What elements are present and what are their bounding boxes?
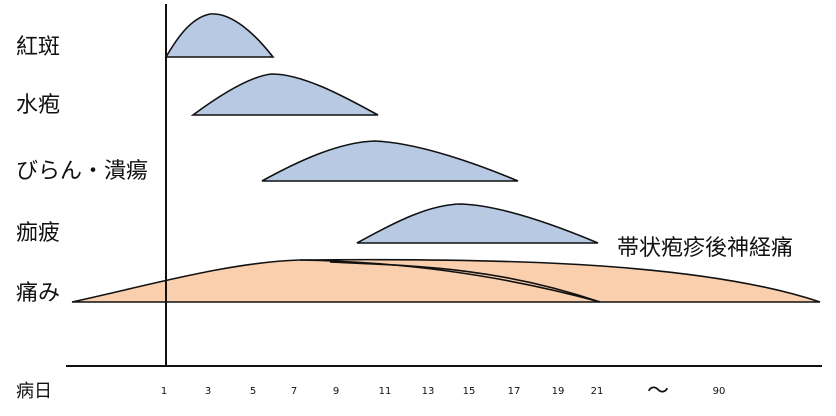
tick-label: 21 xyxy=(591,386,604,397)
erosion-hump xyxy=(261,140,519,182)
vesicle-hump xyxy=(190,73,379,116)
tick-label: 1 xyxy=(161,386,167,397)
axis-break-symbol: ～ xyxy=(647,379,669,404)
label-erythema: 紅斑 xyxy=(16,35,60,60)
tick-label: 15 xyxy=(463,386,476,397)
tick-label-90: 90 xyxy=(713,386,726,397)
label-phn: 帯状疱疹後神経痛 xyxy=(617,236,793,261)
tick-label: 13 xyxy=(422,386,435,397)
tick-label: 11 xyxy=(379,386,392,397)
tick-label: 19 xyxy=(552,386,565,397)
erythema-hump xyxy=(164,13,275,58)
pain-shoulder-line xyxy=(329,261,601,303)
label-crust: 痂疲 xyxy=(16,221,60,246)
label-erosion: びらん・潰瘍 xyxy=(16,159,148,184)
crust-hump xyxy=(356,203,599,244)
tick-label: 5 xyxy=(250,386,256,397)
tick-label: 3 xyxy=(205,386,211,397)
tick-label: 17 xyxy=(508,386,521,397)
label-pain: 痛み xyxy=(16,281,60,306)
tick-label: 9 xyxy=(333,386,339,397)
label-vesicle: 水疱 xyxy=(16,93,60,118)
tick-label: 7 xyxy=(291,386,297,397)
pain-area xyxy=(71,258,821,303)
axis-name-days: 病日 xyxy=(16,381,52,402)
tick-labels: 1 3 5 7 9 11 13 15 17 19 21 xyxy=(161,386,604,397)
pain-acute-curve xyxy=(299,259,601,303)
